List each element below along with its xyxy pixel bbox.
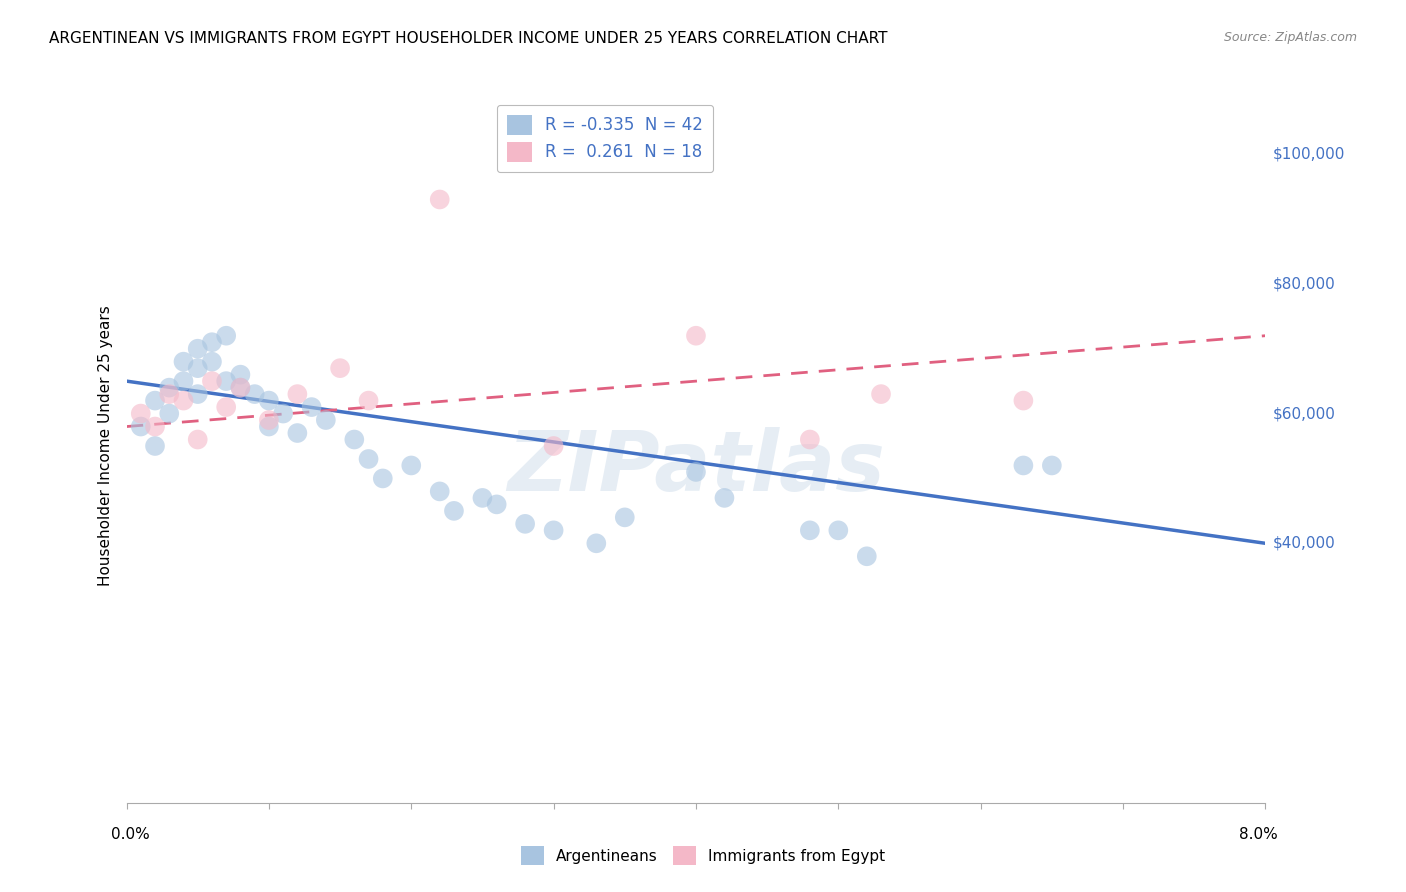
Point <box>357 452 380 467</box>
Point <box>215 328 238 343</box>
Point <box>1012 393 1035 408</box>
Point <box>201 335 224 350</box>
Point <box>143 439 166 453</box>
Text: $80,000: $80,000 <box>1272 277 1336 292</box>
Text: ZIPatlas: ZIPatlas <box>508 427 884 508</box>
Point <box>287 425 309 440</box>
Point <box>343 433 366 447</box>
Point <box>799 433 821 447</box>
Point <box>543 524 565 538</box>
Point <box>187 387 209 401</box>
Point <box>187 361 209 376</box>
Text: $40,000: $40,000 <box>1272 536 1336 550</box>
Point <box>1012 458 1035 473</box>
Point <box>229 381 252 395</box>
Point <box>429 484 451 499</box>
Point <box>157 381 180 395</box>
Point <box>201 374 224 388</box>
Point <box>1040 458 1063 473</box>
Point <box>271 407 294 421</box>
Point <box>827 524 849 538</box>
Point <box>229 368 252 382</box>
Point <box>443 504 465 518</box>
Point <box>685 328 707 343</box>
Legend: R = -0.335  N = 42, R =  0.261  N = 18: R = -0.335 N = 42, R = 0.261 N = 18 <box>496 104 713 172</box>
Point <box>187 342 209 356</box>
Point <box>172 393 194 408</box>
Point <box>585 536 607 550</box>
Point <box>329 361 352 376</box>
Point <box>257 413 280 427</box>
Text: ARGENTINEAN VS IMMIGRANTS FROM EGYPT HOUSEHOLDER INCOME UNDER 25 YEARS CORRELATI: ARGENTINEAN VS IMMIGRANTS FROM EGYPT HOU… <box>49 31 887 46</box>
Point <box>129 419 152 434</box>
Point <box>870 387 893 401</box>
Point <box>143 393 166 408</box>
Text: $60,000: $60,000 <box>1272 406 1336 421</box>
Text: 8.0%: 8.0% <box>1239 827 1278 841</box>
Point <box>357 393 380 408</box>
Point <box>143 419 166 434</box>
Y-axis label: Householder Income Under 25 years: Householder Income Under 25 years <box>97 306 112 586</box>
Point <box>229 381 252 395</box>
Point <box>243 387 266 401</box>
Legend: Argentineans, Immigrants from Egypt: Argentineans, Immigrants from Egypt <box>515 840 891 871</box>
Point <box>371 471 394 485</box>
Point <box>713 491 735 505</box>
Point <box>257 393 280 408</box>
Point <box>257 419 280 434</box>
Text: Source: ZipAtlas.com: Source: ZipAtlas.com <box>1223 31 1357 45</box>
Point <box>215 374 238 388</box>
Point <box>157 387 180 401</box>
Point <box>172 374 194 388</box>
Text: $100,000: $100,000 <box>1272 146 1344 161</box>
Point <box>215 400 238 414</box>
Point <box>685 465 707 479</box>
Point <box>855 549 877 564</box>
Point <box>799 524 821 538</box>
Point <box>301 400 323 414</box>
Text: 0.0%: 0.0% <box>111 827 150 841</box>
Point <box>287 387 309 401</box>
Point <box>543 439 565 453</box>
Point <box>315 413 337 427</box>
Point <box>429 193 451 207</box>
Point <box>401 458 423 473</box>
Point <box>157 407 180 421</box>
Point <box>485 497 508 511</box>
Point <box>187 433 209 447</box>
Point <box>172 354 194 368</box>
Point <box>201 354 224 368</box>
Point <box>129 407 152 421</box>
Point <box>515 516 537 531</box>
Point <box>613 510 636 524</box>
Point <box>471 491 494 505</box>
